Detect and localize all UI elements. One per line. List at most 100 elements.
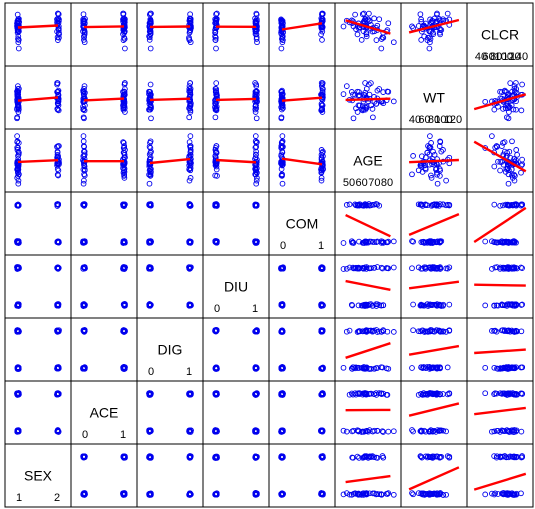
data-point — [318, 365, 324, 372]
data-point — [81, 490, 88, 496]
data-point — [421, 33, 428, 40]
data-point — [319, 428, 326, 435]
data-point — [121, 36, 128, 42]
data-point — [343, 428, 350, 435]
data-point — [422, 239, 429, 246]
data-point — [509, 172, 515, 179]
data-point — [354, 453, 361, 460]
data-point — [213, 86, 219, 92]
data-point — [81, 327, 88, 333]
data-point — [55, 25, 62, 32]
data-point — [378, 36, 385, 42]
data-point — [385, 265, 392, 272]
data-point — [147, 490, 153, 497]
data-point — [279, 390, 286, 397]
data-point — [320, 86, 326, 92]
data-point — [513, 86, 520, 92]
tick-label: 80 — [381, 177, 393, 189]
data-point — [440, 492, 446, 498]
data-point — [417, 453, 424, 459]
data-point — [55, 143, 61, 149]
smoother-line — [345, 474, 391, 484]
data-point — [380, 302, 387, 308]
data-point — [187, 89, 193, 95]
data-point — [121, 167, 127, 174]
data-point — [81, 327, 87, 334]
data-point — [15, 303, 22, 309]
data-point — [187, 80, 193, 86]
data-point — [148, 10, 154, 17]
data-point — [434, 180, 441, 187]
data-point — [497, 266, 503, 272]
data-point — [380, 240, 387, 246]
data-point — [15, 140, 22, 146]
data-point — [340, 364, 347, 371]
data-point — [148, 428, 154, 434]
data-point — [81, 238, 88, 245]
data-point — [319, 328, 325, 334]
data-point — [122, 16, 128, 23]
tick-label: 40 — [475, 51, 487, 63]
tick-label: 40 — [409, 114, 421, 126]
data-point — [437, 27, 444, 33]
data-point — [146, 37, 153, 43]
data-point — [146, 180, 153, 187]
data-point — [318, 177, 325, 184]
data-point — [120, 139, 126, 145]
data-point — [446, 390, 453, 397]
data-point — [368, 80, 374, 86]
data-point — [415, 328, 422, 335]
data-point — [497, 390, 504, 397]
data-point — [501, 328, 508, 335]
data-point — [374, 264, 381, 270]
smoother-line — [408, 18, 460, 34]
data-point — [373, 239, 380, 245]
data-point — [421, 427, 428, 434]
data-point — [318, 327, 325, 333]
data-point — [514, 202, 520, 208]
data-point — [504, 92, 511, 98]
data-point — [278, 172, 285, 179]
data-point — [513, 98, 519, 105]
data-point — [253, 391, 259, 398]
data-point — [503, 265, 509, 272]
data-point — [497, 159, 504, 165]
data-point — [318, 167, 325, 174]
data-point — [253, 180, 260, 187]
data-point — [121, 102, 128, 109]
data-point — [279, 162, 285, 169]
data-point — [409, 265, 415, 272]
data-point — [14, 428, 21, 435]
data-point — [518, 169, 524, 176]
data-point — [15, 238, 22, 245]
data-point — [121, 25, 128, 32]
data-point — [513, 327, 519, 334]
panel-border — [268, 380, 336, 445]
data-point — [422, 365, 429, 371]
smoother-line — [83, 97, 125, 102]
data-point — [410, 491, 416, 498]
data-point — [427, 16, 433, 23]
data-point — [186, 492, 193, 498]
data-point — [56, 327, 62, 334]
data-point — [120, 94, 127, 101]
data-point — [213, 80, 220, 86]
data-point — [120, 327, 127, 334]
data-point — [440, 302, 446, 309]
data-point — [443, 329, 449, 335]
data-point — [506, 327, 512, 334]
data-point — [212, 37, 219, 43]
data-point — [147, 238, 154, 245]
data-point — [355, 302, 362, 309]
smoother-line — [473, 472, 527, 491]
data-point — [495, 158, 501, 165]
data-point — [213, 364, 220, 371]
data-point — [356, 390, 363, 397]
smoother-line — [408, 402, 460, 417]
data-point — [365, 16, 372, 23]
data-point — [437, 266, 443, 272]
panel-border — [70, 191, 138, 256]
data-point — [390, 491, 397, 498]
data-point — [427, 133, 433, 139]
